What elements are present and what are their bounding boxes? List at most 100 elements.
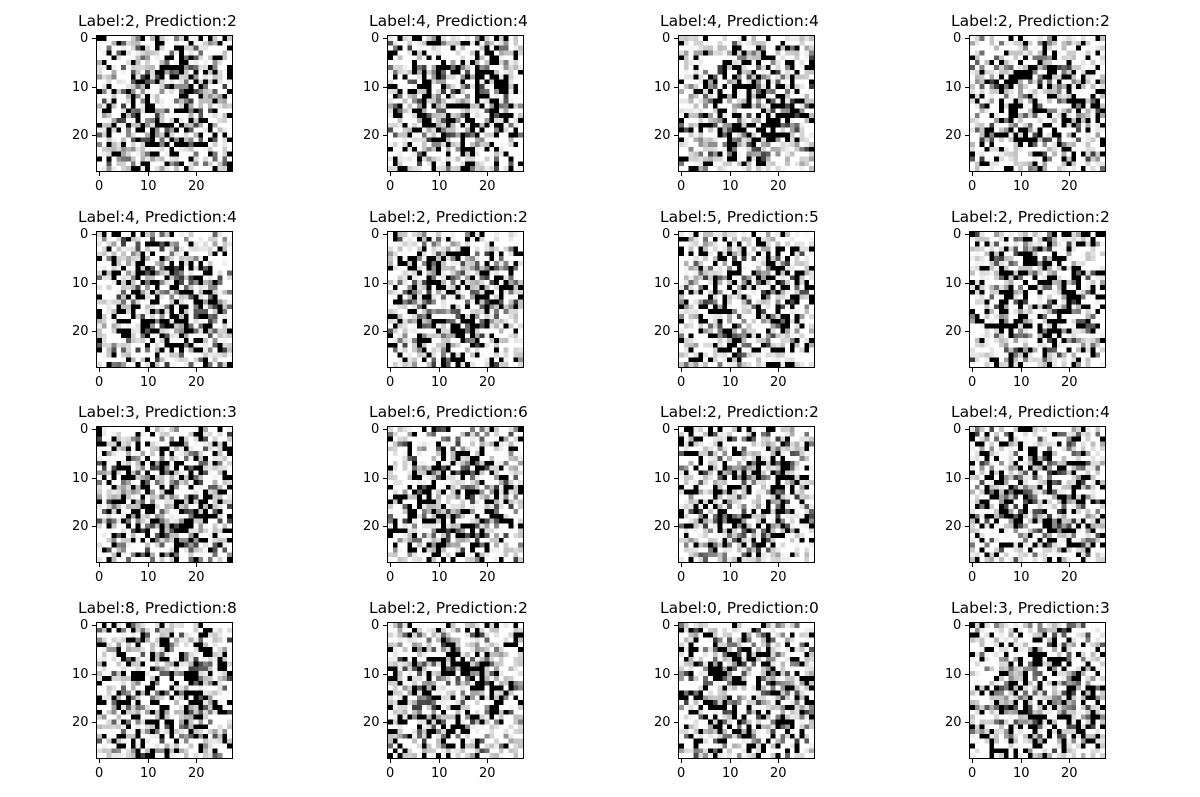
panel-title: Label:2, Prediction:2 — [951, 12, 1110, 30]
x-tick — [1069, 368, 1070, 372]
y-tick — [383, 526, 387, 527]
x-tick — [487, 759, 488, 763]
y-tick — [674, 429, 678, 430]
y-tick-label: 20 — [72, 715, 89, 730]
y-tick — [965, 135, 969, 136]
x-tick-label: 0 — [968, 570, 977, 585]
x-tick — [778, 759, 779, 763]
panel-title: Label:3, Prediction:3 — [951, 599, 1110, 617]
y-tick-label: 10 — [654, 667, 671, 682]
y-tick-label: 20 — [945, 519, 962, 534]
x-tick — [681, 172, 682, 176]
x-tick — [778, 368, 779, 372]
x-tick — [99, 172, 100, 176]
digit-image — [387, 622, 524, 759]
y-tick-label: 20 — [945, 128, 962, 143]
y-tick-label: 0 — [371, 227, 380, 242]
panel-title: Label:2, Prediction:2 — [369, 599, 528, 617]
x-tick-label: 10 — [431, 375, 448, 390]
y-tick — [92, 283, 96, 284]
y-tick-label: 0 — [371, 618, 380, 633]
y-tick — [383, 722, 387, 723]
x-tick-label: 0 — [95, 375, 104, 390]
y-tick-label: 20 — [945, 715, 962, 730]
x-tick-label: 0 — [95, 570, 104, 585]
x-tick — [730, 172, 731, 176]
y-tick — [92, 625, 96, 626]
x-tick — [972, 759, 973, 763]
y-tick — [92, 429, 96, 430]
y-tick-label: 0 — [662, 227, 671, 242]
panel-title: Label:4, Prediction:4 — [369, 12, 528, 30]
x-tick — [972, 368, 973, 372]
x-tick — [196, 172, 197, 176]
y-tick-label: 10 — [654, 471, 671, 486]
y-tick — [92, 234, 96, 235]
y-tick — [674, 722, 678, 723]
x-tick — [1069, 563, 1070, 567]
x-tick — [439, 759, 440, 763]
y-tick-label: 10 — [945, 471, 962, 486]
digit-pixels — [679, 36, 814, 171]
y-tick-label: 0 — [371, 31, 380, 46]
digit-pixels — [388, 427, 523, 562]
x-tick-label: 10 — [722, 570, 739, 585]
digit-image — [387, 35, 524, 172]
y-tick — [674, 625, 678, 626]
y-tick — [383, 478, 387, 479]
x-tick-label: 10 — [140, 375, 157, 390]
y-tick-label: 20 — [363, 519, 380, 534]
x-tick — [196, 368, 197, 372]
y-tick — [674, 38, 678, 39]
x-tick — [730, 368, 731, 372]
x-tick-label: 10 — [431, 570, 448, 585]
x-tick — [681, 759, 682, 763]
y-tick — [674, 87, 678, 88]
y-tick-label: 10 — [363, 667, 380, 682]
x-tick-label: 20 — [479, 766, 496, 781]
digit-image — [678, 426, 815, 563]
y-tick-label: 10 — [654, 80, 671, 95]
y-tick-label: 20 — [363, 128, 380, 143]
y-tick-label: 10 — [945, 276, 962, 291]
x-tick — [148, 563, 149, 567]
x-tick — [972, 172, 973, 176]
y-tick-label: 0 — [953, 422, 962, 437]
digit-image — [969, 622, 1106, 759]
x-tick-label: 0 — [968, 179, 977, 194]
y-tick-label: 20 — [72, 128, 89, 143]
x-tick-label: 0 — [677, 375, 686, 390]
y-tick — [383, 674, 387, 675]
y-tick — [965, 674, 969, 675]
x-tick-label: 20 — [188, 179, 205, 194]
digit-pixels — [97, 36, 232, 171]
y-tick — [92, 38, 96, 39]
y-tick-label: 10 — [72, 80, 89, 95]
y-tick-label: 20 — [72, 324, 89, 339]
y-tick — [383, 135, 387, 136]
x-tick-label: 0 — [968, 766, 977, 781]
x-tick-label: 10 — [1013, 375, 1030, 390]
y-tick — [965, 87, 969, 88]
x-tick-label: 10 — [722, 375, 739, 390]
y-tick — [674, 526, 678, 527]
digit-pixels — [97, 427, 232, 562]
y-tick — [383, 38, 387, 39]
y-tick — [92, 331, 96, 332]
y-tick-label: 20 — [363, 715, 380, 730]
panel-title: Label:5, Prediction:5 — [660, 208, 819, 226]
x-tick — [1069, 172, 1070, 176]
x-tick-label: 0 — [386, 179, 395, 194]
x-tick — [487, 368, 488, 372]
x-tick — [99, 368, 100, 372]
x-tick — [487, 563, 488, 567]
y-tick-label: 0 — [80, 422, 89, 437]
x-tick — [778, 172, 779, 176]
x-tick — [1021, 563, 1022, 567]
digit-image — [678, 622, 815, 759]
digit-pixels — [388, 232, 523, 367]
x-tick — [99, 563, 100, 567]
y-tick — [674, 234, 678, 235]
x-tick-label: 10 — [722, 766, 739, 781]
y-tick — [383, 234, 387, 235]
